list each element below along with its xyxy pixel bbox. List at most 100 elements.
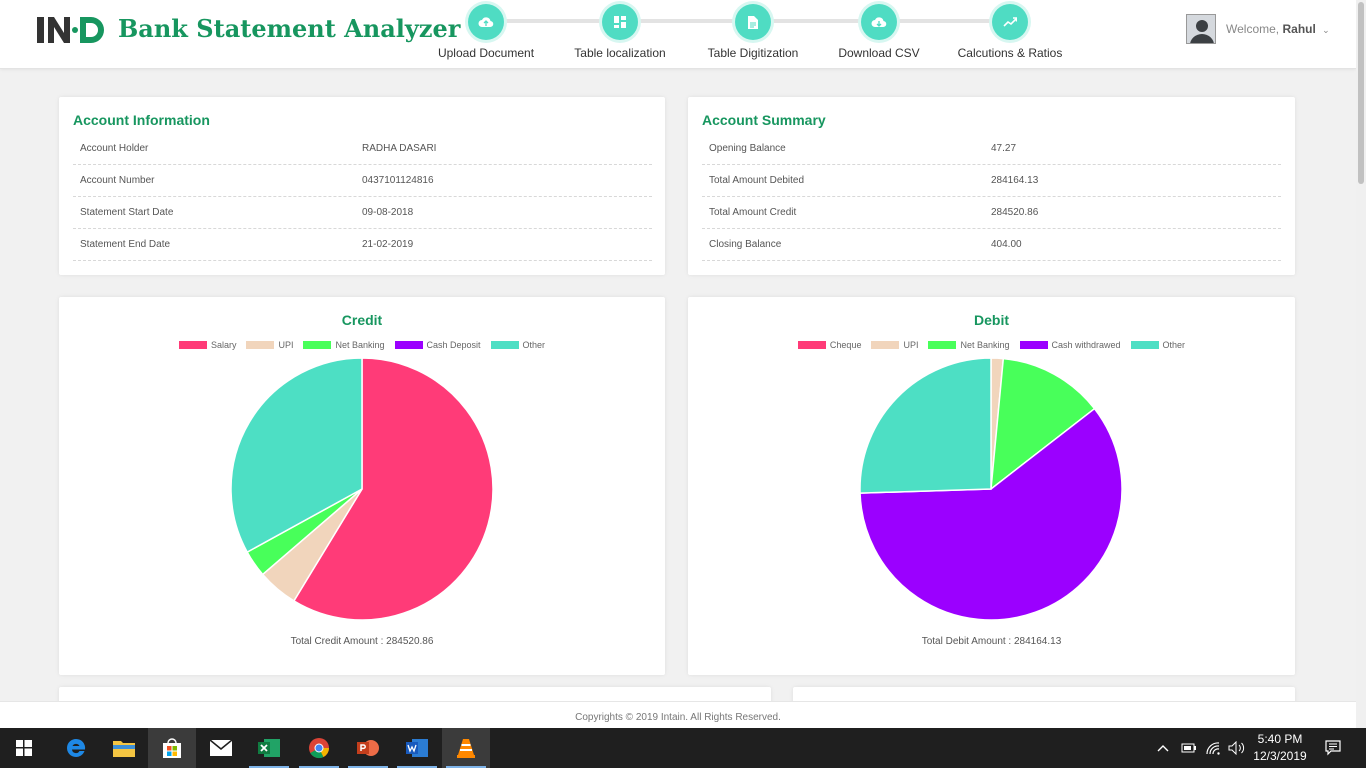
excel-icon[interactable] [245,728,293,768]
chevron-down-icon[interactable]: ⌄ [1322,25,1330,35]
legend-item[interactable]: Net Banking [928,340,1010,350]
row-key: Statement End Date [80,239,171,250]
active-indicator [249,766,289,768]
table-row: Account Holder RADHA DASARI [73,133,652,165]
card-title: Account Summary [702,112,826,128]
legend-item[interactable]: Other [490,340,546,350]
table-row: Statement End Date 21-02-2019 [73,229,652,261]
legend-item[interactable]: Cheque [797,340,861,350]
ind-logo[interactable] [37,14,107,46]
document-icon[interactable] [735,4,771,40]
active-indicator [348,766,388,768]
vlc-icon[interactable] [442,728,490,768]
legend-item[interactable]: Cash withdrawed [1019,340,1121,350]
step-download-csv[interactable]: Download CSV [809,4,949,60]
pie-slice-other[interactable] [230,357,363,554]
legend-swatch [1019,341,1048,349]
table-row: Account Number 0437101124816 [73,165,652,197]
pie-slice-net-banking[interactable] [990,357,1096,491]
vertical-scrollbar[interactable] [1356,0,1366,728]
row-value: 0437101124816 [362,175,434,186]
debit-legend: Cheque UPI Net Banking Cash withdrawed O… [688,340,1295,350]
card-title: Account Information [73,112,210,128]
wifi-icon[interactable] [1205,728,1221,768]
windows-start-icon[interactable] [0,728,48,768]
chart-total: Total Credit Amount : 284520.86 [290,636,434,647]
credit-legend: Salary UPI Net Banking Cash Deposit Othe… [59,340,665,350]
file-explorer-icon[interactable] [100,728,148,768]
clock-date: 12/3/2019 [1253,749,1307,763]
debit-pie-chart[interactable] [858,356,1124,622]
legend-item[interactable]: UPI [246,340,293,350]
step-label[interactable]: Calcutions & Ratios [957,46,1063,60]
row-key: Closing Balance [709,239,782,250]
chart-title: Credit [341,312,383,328]
cloud-upload-icon[interactable] [468,4,504,40]
step-label[interactable]: Download CSV [838,46,920,60]
legend-swatch [928,341,957,349]
legend-label: UPI [278,340,294,350]
legend-item[interactable]: Other [1130,340,1185,350]
app-title: Bank Statement Analyzer [118,14,461,43]
scrollbar-thumb[interactable] [1358,2,1364,184]
step-upload-document[interactable]: Upload Document [416,4,556,60]
row-value: 09-08-2018 [362,207,414,218]
show-hidden-icons[interactable] [1157,728,1169,768]
legend-swatch [394,341,423,349]
row-value: 47.27 [991,143,1017,154]
legend-label: Other [522,340,546,350]
word-icon[interactable] [393,728,441,768]
legend-label: UPI [903,340,919,350]
step-label[interactable]: Table localization [574,46,666,60]
step-table-localization[interactable]: Table localization [550,4,690,60]
row-value: 284164.13 [991,175,1039,186]
account-summary-card: Account Summary Opening Balance 47.27 Tot… [688,97,1295,275]
volume-icon[interactable] [1228,728,1246,768]
edge-browser-icon[interactable] [52,728,100,768]
system-clock[interactable]: 5:40 PM 12/3/2019 [1252,731,1308,765]
mail-icon[interactable] [197,728,245,768]
cloud-download-icon[interactable] [861,4,897,40]
legend-label: Net Banking [960,340,1010,350]
grid-icon[interactable] [602,4,638,40]
avatar[interactable] [1186,14,1216,44]
table-row: Opening Balance 47.27 [702,133,1281,165]
user-menu[interactable]: Welcome, Rahul ⌄ [1186,14,1330,44]
pie-slice-salary[interactable] [292,357,494,621]
battery-icon[interactable] [1181,728,1197,768]
legend-item[interactable]: Salary [178,340,237,350]
row-value: RADHA DASARI [362,143,437,154]
row-key: Statement Start Date [80,207,174,218]
trend-icon[interactable] [992,4,1028,40]
powerpoint-icon[interactable] [344,728,392,768]
welcome-text[interactable]: Welcome, Rahul ⌄ [1226,22,1330,36]
table-row: Total Amount Debited 284164.13 [702,165,1281,197]
chart-title: Debit [974,312,1009,328]
legend-label: Cash Deposit [426,340,481,350]
legend-swatch [490,341,519,349]
pie-slice-cash-withdrawed[interactable] [859,407,1123,621]
row-key: Account Number [80,175,155,186]
legend-swatch [871,341,900,349]
legend-item[interactable]: UPI [871,340,918,350]
step-label[interactable]: Upload Document [437,46,535,60]
credit-chart-card: Credit Salary UPI Net Banking Cash Depos… [59,297,665,675]
welcome-label: Welcome, [1226,22,1280,36]
chrome-icon[interactable] [295,728,343,768]
legend-label: Salary [210,340,237,350]
legend-item[interactable]: Net Banking [303,340,385,350]
row-value: 21-02-2019 [362,239,414,250]
row-key: Total Amount Debited [709,175,805,186]
legend-item[interactable]: Cash Deposit [394,340,481,350]
credit-pie-chart[interactable] [229,356,495,622]
store-icon[interactable] [148,728,196,768]
step-label[interactable]: Table Digitization [707,46,799,60]
action-center-icon[interactable] [1325,728,1341,768]
row-key: Account Holder [80,143,149,154]
legend-label: Cash withdrawed [1051,340,1121,350]
pie-slice-other[interactable] [859,357,992,494]
row-key: Total Amount Credit [709,207,797,218]
clock-time: 5:40 PM [1257,732,1303,746]
step-table-digitization[interactable]: Table Digitization [683,4,823,60]
step-calculations-ratios[interactable]: Calcutions & Ratios [940,4,1080,60]
